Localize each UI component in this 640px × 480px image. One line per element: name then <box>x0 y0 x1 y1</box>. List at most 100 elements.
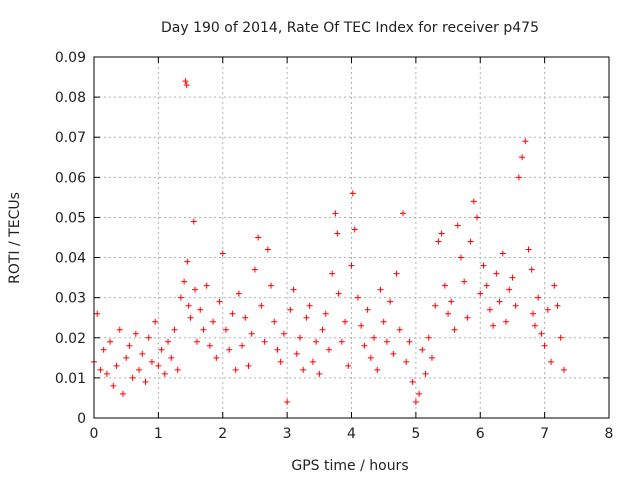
data-point <box>531 322 538 329</box>
data-point <box>361 342 368 349</box>
y-tick-label: 0.02 <box>55 331 86 347</box>
data-point <box>274 346 281 353</box>
x-tick-label: 6 <box>476 426 485 442</box>
data-point <box>519 154 526 161</box>
y-tick-label: 0.09 <box>55 50 86 66</box>
data-point <box>451 326 458 333</box>
data-point <box>467 238 474 245</box>
data-point <box>161 370 168 377</box>
data-point <box>94 310 101 317</box>
data-point <box>245 362 252 369</box>
data-point <box>174 366 181 373</box>
data-point <box>457 254 464 261</box>
data-point <box>483 282 490 289</box>
y-tick-label: 0 <box>77 411 86 427</box>
data-point <box>474 214 481 221</box>
data-point <box>290 286 297 293</box>
data-point <box>306 302 313 309</box>
data-point <box>132 330 139 337</box>
data-point <box>528 266 535 273</box>
data-point <box>425 334 432 341</box>
data-point <box>348 262 355 269</box>
data-point <box>126 342 133 349</box>
data-point <box>97 366 104 373</box>
data-point <box>393 270 400 277</box>
data-point <box>197 306 204 313</box>
data-point <box>367 354 374 361</box>
data-point <box>435 238 442 245</box>
data-point <box>416 390 423 397</box>
data-point <box>264 246 271 253</box>
data-point <box>419 346 426 353</box>
data-point <box>342 318 349 325</box>
data-point <box>255 234 262 241</box>
data-point <box>277 358 284 365</box>
data-point <box>235 290 242 297</box>
data-point <box>139 350 146 357</box>
data-point <box>535 294 542 301</box>
data-point <box>183 82 190 89</box>
data-point <box>522 138 529 145</box>
data-point <box>403 358 410 365</box>
x-tick-label: 4 <box>347 426 356 442</box>
data-point <box>316 370 323 377</box>
data-point <box>182 78 189 85</box>
data-point <box>377 286 384 293</box>
data-point <box>358 322 365 329</box>
x-tick-label: 8 <box>605 426 614 442</box>
data-point <box>374 366 381 373</box>
y-tick-label: 0.03 <box>55 291 86 307</box>
x-tick-label: 3 <box>283 426 292 442</box>
chart-title: Day 190 of 2014, Rate Of TEC Index for r… <box>161 20 539 36</box>
data-point <box>351 226 358 233</box>
x-tick-label: 2 <box>218 426 227 442</box>
data-point <box>470 198 477 205</box>
data-point <box>110 382 117 389</box>
data-point <box>383 338 390 345</box>
data-point <box>119 390 126 397</box>
data-point <box>129 374 136 381</box>
data-point <box>300 366 307 373</box>
data-point <box>496 298 503 305</box>
data-point <box>171 326 178 333</box>
data-point <box>448 298 455 305</box>
data-point <box>239 342 246 349</box>
data-point <box>192 286 199 293</box>
data-point <box>190 218 197 225</box>
data-point <box>557 334 564 341</box>
data-point <box>107 338 114 345</box>
data-point <box>165 338 172 345</box>
ticks <box>93 56 610 419</box>
data-point <box>229 310 236 317</box>
x-tick-label: 0 <box>90 426 99 442</box>
y-axis-label: ROTI / TECUs <box>7 192 23 284</box>
y-tick-label: 0.05 <box>55 210 86 226</box>
data-point <box>177 294 184 301</box>
data-point <box>400 210 406 217</box>
x-axis-label: GPS time / hours <box>291 458 408 474</box>
data-point <box>548 358 555 365</box>
data-point <box>438 230 445 237</box>
data-point <box>284 398 291 405</box>
data-point <box>454 222 461 229</box>
data-point <box>329 270 336 277</box>
data-point <box>560 366 567 373</box>
data-point <box>123 354 130 361</box>
data-point <box>506 286 513 293</box>
data-point <box>503 318 509 325</box>
data-point <box>409 378 416 385</box>
data-point <box>203 282 210 289</box>
data-point <box>390 350 397 357</box>
data-point <box>116 326 123 333</box>
data-point <box>325 346 332 353</box>
y-tick-label: 0.07 <box>55 130 86 146</box>
data-point <box>184 258 191 265</box>
data-point <box>242 314 249 321</box>
data-point <box>216 298 223 305</box>
data-point <box>338 338 345 345</box>
data-point <box>493 270 500 277</box>
data-point <box>461 278 468 285</box>
data-point <box>158 346 165 353</box>
data-point <box>551 282 558 289</box>
